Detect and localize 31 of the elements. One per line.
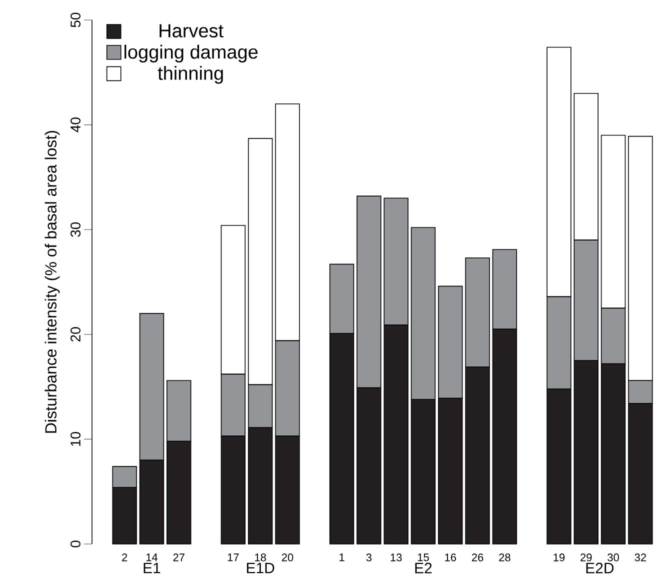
x-tick-label: 18: [255, 554, 266, 562]
x-tick-label: 20: [282, 554, 294, 562]
x-tick-label: 1: [340, 554, 344, 562]
x-tick-label: 19: [554, 554, 565, 562]
text: E2D: [586, 562, 614, 574]
y-tick-label: 40: [70, 118, 80, 132]
x-tick-label: 30: [608, 554, 619, 562]
x-tick-label: 2: [122, 554, 128, 562]
x-tick-label: 26: [472, 554, 484, 562]
text: E2: [415, 562, 432, 574]
x-tick-label: 17: [228, 554, 239, 562]
legend-label: thinning: [158, 66, 223, 84]
x-tick-label: 16: [445, 554, 456, 562]
x-tick-label: 27: [173, 554, 184, 562]
y-tick-label: 50: [70, 12, 80, 28]
x-tick-label: 14: [146, 554, 158, 562]
legend-label: logging damage: [124, 44, 258, 62]
x-tick-label: 28: [499, 554, 510, 562]
x-tick-label: 3: [366, 554, 372, 562]
text: E1: [144, 562, 160, 574]
y-tick-label: 20: [70, 327, 80, 342]
y-tick-label: 30: [70, 222, 80, 237]
x-tick-label: 32: [634, 554, 646, 562]
y-tick-label: 10: [70, 432, 80, 446]
text: E1D: [246, 562, 274, 574]
y-axis-title: Disturbance intensity (% of basal area lost): [44, 130, 60, 433]
y-tick-label: 0: [70, 540, 80, 548]
x-tick-label: 15: [418, 554, 429, 562]
x-tick-label: 13: [390, 554, 402, 562]
legend-label: Harvest: [160, 24, 224, 38]
x-tick-label: 29: [580, 554, 592, 562]
